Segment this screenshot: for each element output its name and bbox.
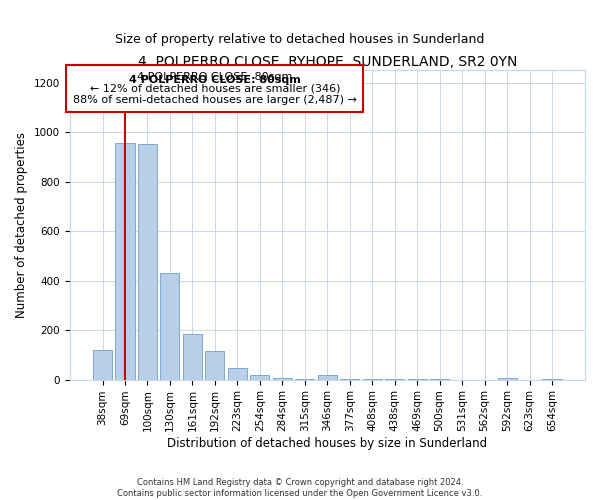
Bar	[318, 375, 337, 380]
Bar	[295, 379, 314, 380]
Bar	[160, 273, 179, 380]
Y-axis label: Number of detached properties: Number of detached properties	[15, 132, 28, 318]
Bar	[205, 351, 224, 380]
X-axis label: Distribution of detached houses by size in Sunderland: Distribution of detached houses by size …	[167, 437, 487, 450]
Text: 4 POLPERRO CLOSE: 80sqm
← 12% of detached houses are smaller (346)
88% of semi-d: 4 POLPERRO CLOSE: 80sqm ← 12% of detache…	[73, 72, 357, 106]
Bar	[183, 334, 202, 380]
Bar	[138, 144, 157, 380]
Bar	[273, 378, 292, 380]
Bar	[497, 378, 517, 380]
Bar	[250, 374, 269, 380]
Title: 4, POLPERRO CLOSE, RYHOPE, SUNDERLAND, SR2 0YN: 4, POLPERRO CLOSE, RYHOPE, SUNDERLAND, S…	[137, 55, 517, 69]
Text: 4 POLPERRO CLOSE: 80sqm: 4 POLPERRO CLOSE: 80sqm	[129, 75, 301, 85]
Bar	[340, 379, 359, 380]
Bar	[115, 143, 134, 380]
Text: Size of property relative to detached houses in Sunderland: Size of property relative to detached ho…	[115, 32, 485, 46]
Bar	[93, 350, 112, 380]
Bar	[228, 368, 247, 380]
Text: Contains HM Land Registry data © Crown copyright and database right 2024.
Contai: Contains HM Land Registry data © Crown c…	[118, 478, 482, 498]
